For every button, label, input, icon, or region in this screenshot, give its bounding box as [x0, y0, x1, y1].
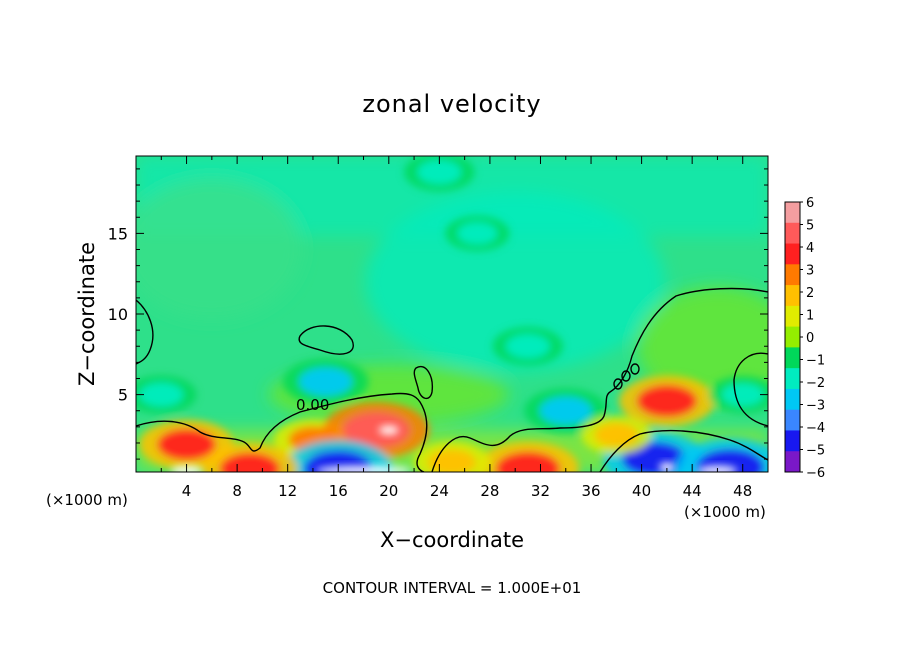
x-tick-label: 44 [683, 482, 702, 500]
colorbar-swatch [785, 388, 800, 411]
x-tick-label: 48 [733, 482, 752, 500]
zero-contour-blob-upper [298, 325, 354, 355]
colorbar-swatch [785, 202, 800, 224]
x-tick-label: 4 [182, 482, 192, 500]
colorbar-swatch [785, 409, 800, 431]
y-axis-label: Z−coordinate [75, 242, 99, 386]
saturated-patch [378, 425, 399, 436]
x-tick-label: 16 [329, 482, 348, 500]
contour-lines [136, 287, 768, 472]
colorbar-swatch [785, 451, 800, 473]
saturated-patch [658, 462, 675, 472]
chart-title: zonal velocity [362, 90, 541, 118]
field-features [136, 156, 768, 472]
field-feature-core [636, 385, 697, 418]
colorbar-swatch [785, 305, 800, 328]
colorbar-label: 4 [806, 241, 814, 256]
colorbar-label: −1 [806, 354, 825, 369]
x-unit-left: (×1000 m) [46, 491, 128, 509]
x-tick-label: 8 [232, 482, 242, 500]
field-feature-core [539, 396, 592, 425]
colorbar-label: 2 [806, 286, 814, 301]
colorbar-label: −5 [806, 444, 825, 459]
field-feature-core [298, 367, 353, 397]
colorbar-swatch [785, 368, 800, 390]
x-tick-label: 24 [430, 482, 449, 500]
colorbar-label: −2 [806, 376, 825, 391]
zero-contour-mid-bottom [431, 287, 768, 472]
colorbar-label: 0 [806, 331, 814, 346]
zero-contour-low-left [136, 392, 428, 472]
y-tick-label: 5 [118, 386, 128, 405]
zero-contour-ring-3 [630, 363, 640, 375]
colorbar-swatch [785, 430, 800, 452]
field-feature-core [342, 412, 410, 448]
field-feature-core [495, 451, 560, 472]
zero-contour-ring-2 [621, 370, 631, 382]
x-axis-ticks: 4 8 12 16 20 24 28 32 36 40 44 48 [160, 156, 752, 500]
colorbar-label: −4 [806, 421, 825, 436]
y-tick-label: 15 [108, 224, 128, 243]
zero-contour-ring-1 [613, 378, 623, 390]
field-feature-core [417, 160, 462, 185]
field-feature-core [219, 452, 280, 472]
y-axis-ticks: 5 10 15 [108, 168, 768, 460]
colorbar-label: −6 [806, 466, 825, 481]
mid-cyan-zone [365, 191, 666, 372]
x-unit-right: (×1000 m) [684, 503, 766, 521]
field-feature-core [721, 383, 764, 407]
x-axis-label: X−coordinate [380, 528, 524, 552]
contour-label: 0.00 [296, 396, 329, 414]
zero-contour-right-loop [733, 352, 768, 427]
plot-area: 0.00 [136, 156, 768, 472]
y-tick-label: 10 [108, 305, 128, 324]
colorbar-swatch [785, 326, 800, 348]
colorbar-label: 6 [806, 196, 814, 211]
x-tick-label: 20 [379, 482, 398, 500]
colorbar-label: 1 [806, 309, 814, 324]
colorbar-swatch [785, 243, 800, 265]
field-feature-core [505, 334, 550, 359]
colorbar-label: 3 [806, 264, 814, 279]
colorbar-swatch [785, 222, 800, 245]
colorbar: 6 5 4 3 2 1 0 −1 −2 −3 −4 −5 −6 [784, 196, 825, 481]
zero-contour-small-loop [413, 365, 433, 399]
field-feature-core [594, 422, 639, 447]
x-tick-label: 12 [278, 482, 297, 500]
colorbar-swatch [785, 285, 800, 307]
contour-interval-note: CONTOUR INTERVAL = 1.000E+01 [323, 579, 582, 597]
field-feature-core [457, 222, 498, 245]
zero-contour-bottom-right [599, 429, 768, 472]
colorbar-label: 5 [806, 219, 814, 234]
colorbar-swatch [785, 264, 800, 286]
field-feature-core [139, 382, 184, 407]
colorbar-swatch [785, 347, 800, 369]
x-tick-label: 32 [531, 482, 550, 500]
x-tick-label: 40 [632, 482, 651, 500]
x-tick-label: 36 [581, 482, 600, 500]
x-tick-label: 28 [480, 482, 499, 500]
left-green-zone [136, 179, 302, 320]
field-feature-core [157, 428, 216, 461]
colorbar-label: −3 [806, 399, 825, 414]
